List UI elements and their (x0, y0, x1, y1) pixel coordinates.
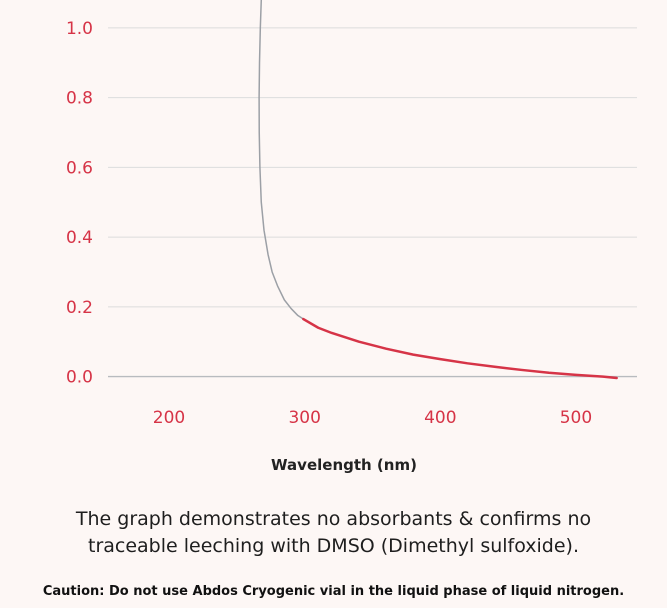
y-tick-label: 0.2 (66, 298, 93, 318)
description-line-1: The graph demonstrates no absorbants & c… (75, 508, 592, 530)
x-tick-label: 200 (153, 408, 185, 428)
grid-lines (108, 27, 637, 378)
y-tick-label: 0.4 (66, 228, 93, 248)
description-line-2: traceable leeching with DMSO (Dimethyl s… (88, 535, 579, 557)
caution-note: Caution: Do not use Abdos Cryogenic vial… (0, 582, 667, 608)
chart-description: The graph demonstrates no absorbants & c… (0, 506, 667, 560)
x-axis-title: Wavelength (nm) (271, 456, 417, 474)
caution-line-1: Caution: Do not use Abdos Cryogenic vial… (42, 584, 625, 599)
x-tick-label: 500 (560, 408, 592, 428)
y-tick-label: 0.6 (66, 158, 93, 178)
y-tick-label: 1.0 (66, 19, 93, 39)
y-tick-label: 0.8 (66, 89, 93, 109)
x-tick-label: 400 (424, 408, 456, 428)
series-line-1 (258, 0, 305, 320)
y-tick-label: 0.0 (66, 368, 93, 388)
x-tick-label: 300 (288, 408, 320, 428)
x-axis-ticks: 200 300 400 500 (153, 408, 592, 428)
series-line-2 (302, 317, 618, 380)
y-axis-ticks: 0.0 0.2 0.4 0.6 0.8 1.0 (66, 19, 93, 388)
series-lines (258, 0, 618, 380)
absorbance-chart: 0.0 0.2 0.4 0.6 0.8 1.0 200 300 400 500 Waveleng… (66, 0, 637, 474)
